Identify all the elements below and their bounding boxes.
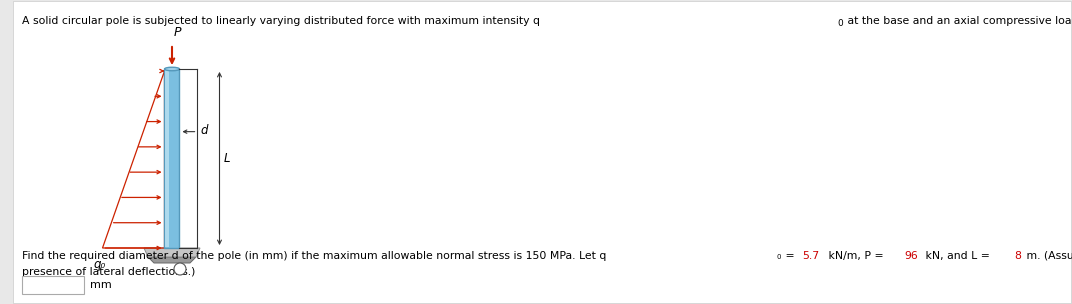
Text: at the base and an axial compressive load P at the top (see figure).: at the base and an axial compressive loa…	[844, 16, 1072, 26]
Text: mm: mm	[90, 280, 111, 290]
Text: 0: 0	[837, 19, 843, 28]
Text: =: =	[781, 251, 798, 261]
Circle shape	[174, 263, 187, 275]
Text: 96: 96	[905, 251, 919, 261]
Text: A solid circular pole is subjected to linearly varying distributed force with ma: A solid circular pole is subjected to li…	[23, 16, 540, 26]
Text: 5.7: 5.7	[803, 251, 820, 261]
Text: Find the required diameter d of the pole (in mm) if the maximum allowable normal: Find the required diameter d of the pole…	[23, 251, 607, 261]
Text: q₀: q₀	[93, 258, 106, 271]
Text: m. (Assume that the bending moments are not affected by the: m. (Assume that the bending moments are …	[1024, 251, 1072, 261]
Text: ₀: ₀	[776, 251, 780, 261]
Text: i: i	[179, 264, 181, 274]
Ellipse shape	[164, 67, 179, 71]
Text: L: L	[223, 152, 230, 165]
Bar	[23, 276, 84, 294]
Text: 8: 8	[1014, 251, 1022, 261]
Text: P: P	[174, 26, 181, 39]
Bar	[165, 70, 169, 247]
Text: kN/m, P =: kN/m, P =	[824, 251, 887, 261]
Text: presence of lateral deflections.): presence of lateral deflections.)	[23, 267, 195, 277]
Text: d: d	[200, 124, 208, 137]
Polygon shape	[144, 248, 200, 257]
Bar	[164, 69, 179, 248]
Text: kN, and L =: kN, and L =	[923, 251, 994, 261]
Polygon shape	[148, 257, 196, 263]
